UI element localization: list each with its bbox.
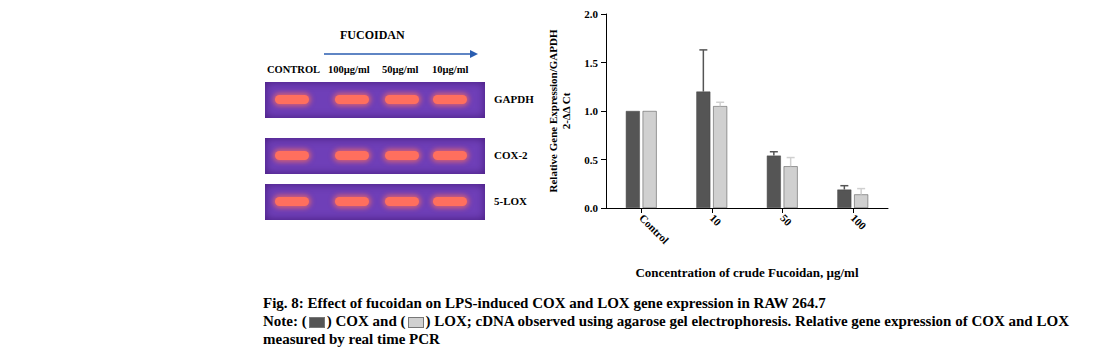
svg-text:50: 50 bbox=[778, 212, 795, 229]
svg-text:Relative Gene Expression/GAPDH: Relative Gene Expression/GAPDH bbox=[547, 29, 559, 192]
svg-text:1.0: 1.0 bbox=[584, 105, 598, 117]
svg-text:2.0: 2.0 bbox=[584, 8, 598, 20]
html-text:Fig. 8: Effect of fucoidan on: Fig. 8: Effect of fucoidan on LPS-induce… bbox=[263, 295, 826, 311]
html-text:) COX and (: ) COX and ( bbox=[326, 313, 406, 329]
svg-text:100: 100 bbox=[849, 212, 869, 232]
html-text:50µg/ml: 50µg/ml bbox=[382, 64, 419, 75]
svg-text:0.0: 0.0 bbox=[584, 202, 598, 214]
svg-text:Concentration of crude Fucoida: Concentration of crude Fucoidan, µg/ml bbox=[635, 265, 858, 280]
html-text:FUCOIDAN: FUCOIDAN bbox=[340, 28, 405, 42]
html-text:5-LOX: 5-LOX bbox=[494, 195, 527, 207]
svg-text:0.5: 0.5 bbox=[584, 154, 598, 166]
html-text:100µg/ml: 100µg/ml bbox=[328, 64, 370, 75]
html-text:) LOX; cDNA observed using aga: ) LOX; cDNA observed using agarose gel e… bbox=[263, 313, 1073, 347]
html-text:CONTROL: CONTROL bbox=[267, 64, 321, 75]
svg-text:1.5: 1.5 bbox=[584, 57, 598, 69]
svg-text:10: 10 bbox=[708, 212, 725, 229]
html-text:GAPDH: GAPDH bbox=[494, 93, 534, 105]
html-text:Note: (: Note: ( bbox=[263, 313, 307, 329]
html-text:COX-2: COX-2 bbox=[494, 149, 528, 161]
svg-text:Control: Control bbox=[637, 212, 671, 246]
svg-text:2-ΔΔ Ct: 2-ΔΔ Ct bbox=[560, 92, 572, 129]
html-text:10µg/ml: 10µg/ml bbox=[432, 64, 469, 75]
